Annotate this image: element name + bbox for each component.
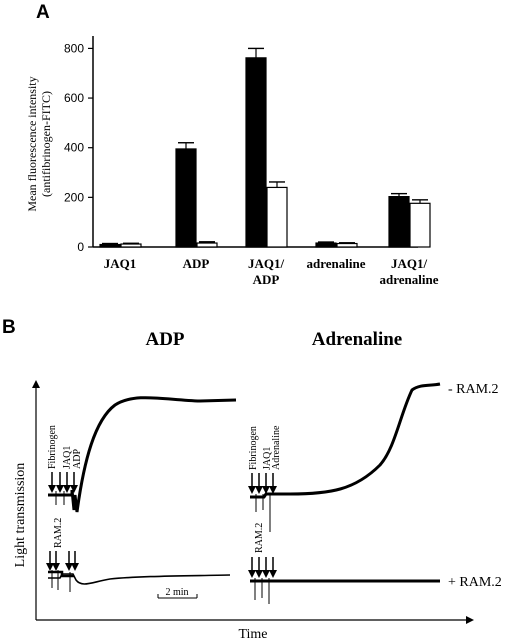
scale-bar-label: 2 min: [165, 587, 188, 598]
y-ticks: 0 200 400 600 800: [64, 41, 93, 254]
bar: [120, 243, 142, 248]
adp-bottom-noise: [48, 570, 74, 578]
trace-label-minus-ram2: - RAM.2: [448, 382, 499, 397]
adrenaline-adrenaline-label: Adrenaline: [271, 425, 282, 470]
y-tick-label: 200: [64, 190, 84, 204]
panel-b-letter: B: [2, 317, 16, 338]
bar: [99, 243, 121, 248]
category-label: adrenaline: [307, 256, 366, 271]
light-transmission-label: Light transmission: [13, 463, 28, 568]
bar: [315, 242, 337, 248]
adp-jaq1-label: JAQ1: [62, 446, 73, 469]
category-label: ADP: [183, 256, 210, 271]
y-axis-label-line2: (antifibrinogen-FITC): [39, 91, 53, 197]
bars: [99, 47, 431, 248]
adp-adp-label: ADP: [72, 449, 83, 469]
y-axis-label-line1: Mean fluorescence intensity: [25, 76, 39, 211]
time-label: Time: [238, 627, 267, 642]
adrenaline-top-arrows: [248, 473, 277, 494]
adp-top-arrows: [48, 472, 78, 493]
adrenaline-panel-title: Adrenaline: [312, 329, 402, 350]
adp-ram2-label: RAM.2: [53, 518, 64, 548]
category-label: JAQ1: [104, 256, 137, 271]
category-label: JAQ1/: [248, 256, 285, 271]
y-tick-label: 800: [64, 41, 84, 55]
bar: [196, 242, 218, 248]
bar: [266, 186, 288, 248]
adp-fibrinogen-label: Fibrinogen: [47, 425, 58, 469]
adp-panel-title: ADP: [145, 329, 184, 350]
adrenaline-trace-minus-ram2: [250, 382, 441, 499]
y-tick-label: 400: [64, 141, 84, 155]
bar: [388, 196, 410, 248]
adrenaline-fibrinogen-label: Fibrinogen: [248, 426, 259, 470]
bar: [245, 57, 267, 248]
y-tick-label: 0: [77, 240, 84, 254]
adrenaline-ram2-label: RAM.2: [254, 523, 265, 553]
scale-bar: [157, 594, 198, 599]
adrenaline-bottom-arrows: [248, 557, 277, 578]
category-label: JAQ1/: [391, 256, 428, 271]
bar-chart-y-label: Mean fluorescence intensity (antifibrino…: [25, 76, 53, 211]
bar: [409, 202, 431, 248]
trace-label-plus-ram2: + RAM.2: [448, 575, 502, 590]
category-label: ADP: [253, 272, 280, 287]
category-label: adrenaline: [380, 272, 439, 287]
adp-trace-plus-ram2: [48, 573, 231, 585]
bar: [175, 148, 197, 248]
adp-trace-minus-ram2: [48, 396, 237, 513]
bar: [336, 242, 358, 248]
adp-bottom-arrows: [46, 551, 79, 571]
panel-a-letter: A: [36, 2, 50, 23]
adrenaline-jaq1-label: JAQ1: [262, 447, 273, 470]
y-tick-label: 600: [64, 91, 84, 105]
